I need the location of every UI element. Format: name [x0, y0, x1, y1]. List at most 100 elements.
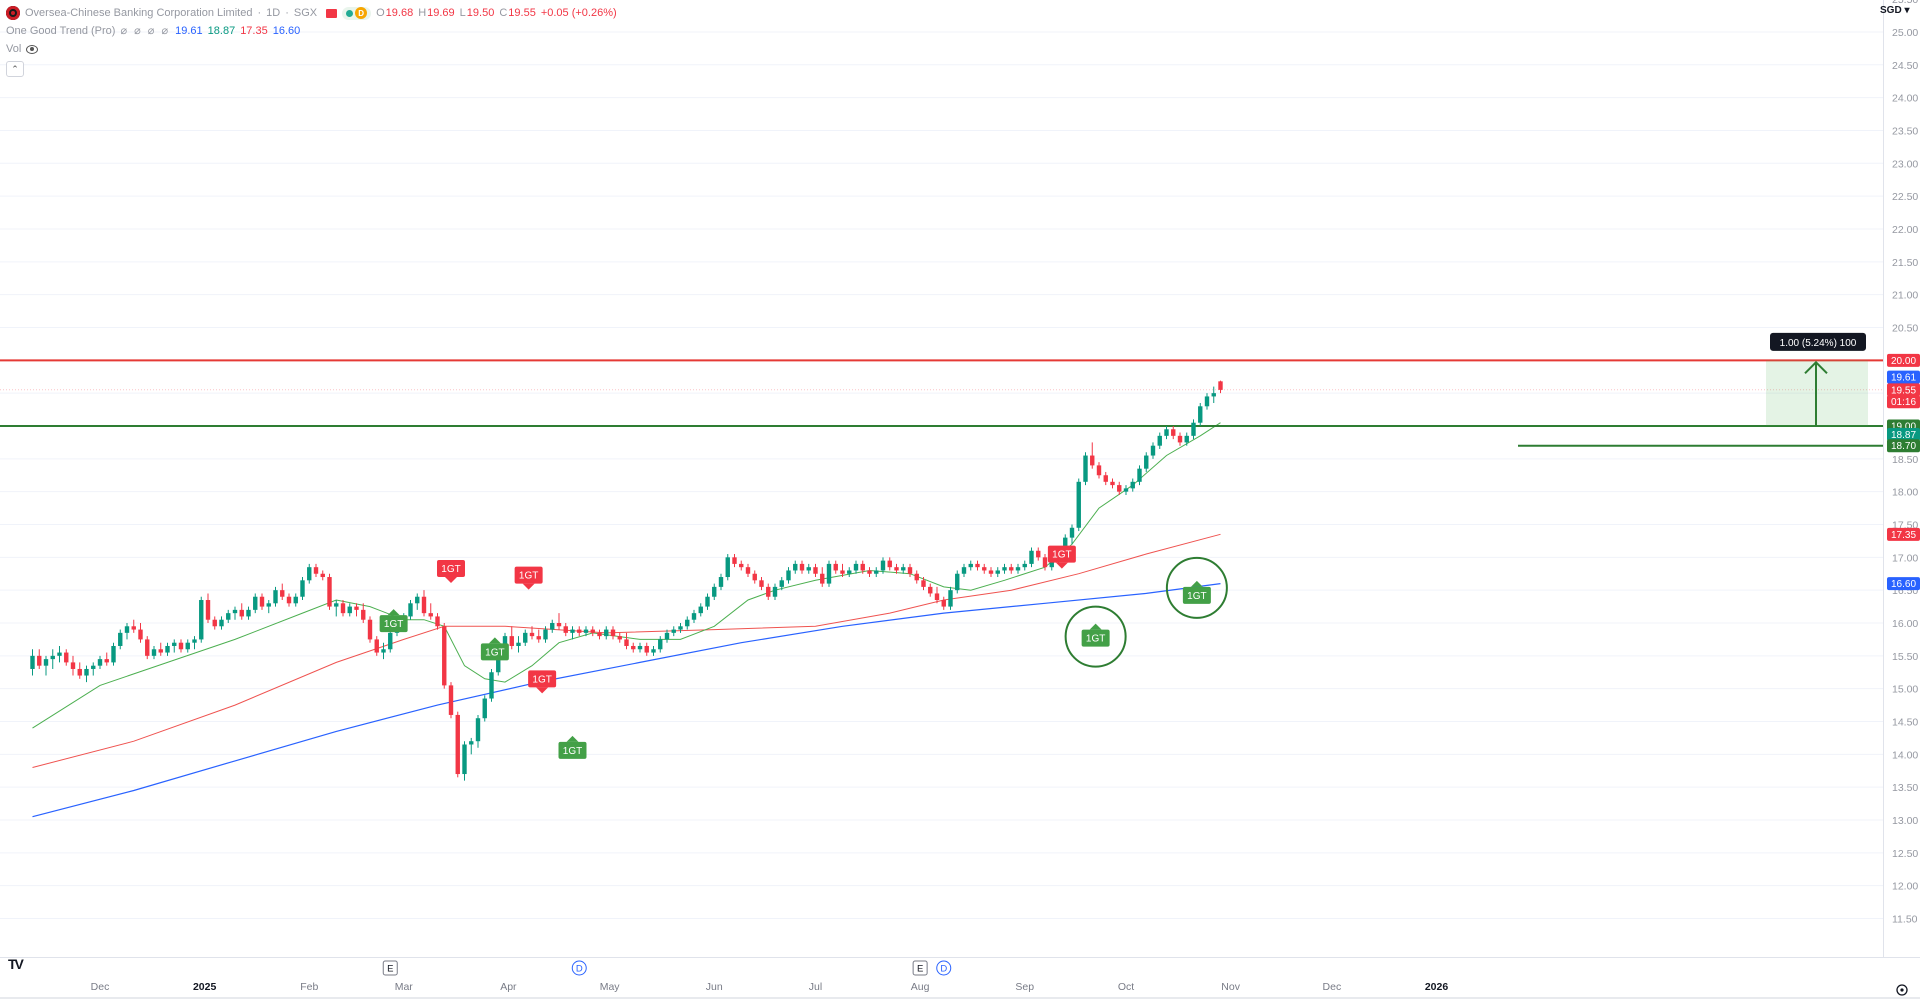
candle[interactable] — [1164, 425, 1169, 440]
candle[interactable] — [77, 662, 82, 679]
candle[interactable] — [786, 567, 791, 584]
candle[interactable] — [374, 636, 379, 656]
buy-signal[interactable]: 1GT — [480, 637, 509, 661]
candle[interactable] — [894, 563, 899, 574]
candle[interactable] — [37, 649, 42, 669]
candle[interactable] — [955, 570, 960, 594]
candle[interactable] — [219, 616, 224, 630]
candle[interactable] — [50, 649, 55, 669]
candle[interactable] — [1015, 563, 1021, 574]
candle[interactable] — [840, 563, 845, 578]
candle[interactable] — [1150, 442, 1156, 459]
candle[interactable] — [860, 560, 865, 574]
candle[interactable] — [934, 586, 940, 604]
candle[interactable] — [1157, 432, 1162, 449]
candle[interactable] — [462, 741, 467, 781]
candle[interactable] — [131, 619, 136, 633]
candle[interactable] — [658, 636, 663, 653]
candle[interactable] — [1002, 563, 1007, 574]
candle[interactable] — [590, 626, 595, 637]
candle[interactable] — [988, 567, 994, 578]
candle[interactable] — [253, 593, 258, 614]
candle[interactable] — [664, 629, 670, 643]
candle[interactable] — [1123, 485, 1129, 495]
candle[interactable] — [631, 642, 636, 653]
candle[interactable] — [84, 665, 89, 683]
candle[interactable] — [482, 695, 487, 722]
candle[interactable] — [1184, 432, 1189, 446]
candle[interactable] — [104, 652, 109, 666]
candle[interactable] — [941, 596, 946, 610]
candle[interactable] — [1110, 478, 1115, 489]
candle[interactable] — [806, 563, 811, 574]
candle[interactable] — [826, 560, 832, 587]
candle[interactable] — [712, 583, 717, 601]
candle[interactable] — [320, 570, 325, 581]
candle[interactable] — [759, 577, 764, 591]
candle[interactable] — [678, 623, 683, 633]
candle[interactable] — [259, 593, 265, 610]
candle[interactable] — [1022, 560, 1027, 571]
candle[interactable] — [1103, 471, 1108, 486]
earnings-event-icon[interactable]: E — [912, 960, 928, 976]
candle[interactable] — [752, 570, 757, 584]
candle[interactable] — [361, 603, 366, 623]
candle[interactable] — [1096, 462, 1102, 479]
volume-legend-row[interactable]: Vol — [6, 40, 617, 58]
candle[interactable] — [286, 593, 292, 607]
candle[interactable] — [691, 609, 697, 623]
sell-signal[interactable]: 1GT — [528, 670, 557, 694]
symbol-name[interactable]: Oversea-Chinese Banking Corporation Limi… — [25, 6, 253, 19]
candle[interactable] — [192, 636, 197, 650]
candle[interactable] — [239, 603, 244, 620]
candle[interactable] — [354, 603, 359, 617]
candle[interactable] — [597, 629, 602, 640]
candle[interactable] — [617, 632, 622, 643]
candle[interactable] — [995, 567, 1000, 578]
time-axis[interactable]: Dec 2025 Feb Mar Apr May Jun Jul Aug Sep Oct Nov Dec… — [91, 981, 1449, 993]
candle[interactable] — [644, 642, 649, 656]
candle[interactable] — [961, 563, 967, 578]
candle[interactable] — [273, 586, 278, 607]
sell-signal[interactable]: 1GT — [1047, 545, 1076, 569]
candle[interactable] — [745, 563, 751, 578]
candle[interactable] — [1042, 554, 1048, 571]
candle[interactable] — [928, 583, 933, 597]
sell-signal[interactable]: 1GT — [514, 566, 543, 590]
candle[interactable] — [550, 619, 555, 633]
candle[interactable] — [779, 577, 784, 591]
candle[interactable] — [887, 557, 892, 571]
candle[interactable] — [489, 668, 494, 702]
candle[interactable] — [982, 563, 987, 574]
candle[interactable] — [178, 639, 184, 653]
candle[interactable] — [563, 623, 568, 637]
candle[interactable] — [914, 570, 919, 584]
candle[interactable] — [772, 583, 778, 601]
candle[interactable] — [921, 577, 926, 591]
candle[interactable] — [610, 626, 616, 640]
candle[interactable] — [867, 567, 872, 578]
candle[interactable] — [529, 626, 535, 640]
candle[interactable] — [907, 563, 913, 578]
candle[interactable] — [813, 563, 818, 578]
candle[interactable] — [1137, 465, 1142, 486]
candle[interactable] — [718, 573, 724, 591]
tradingview-logo-icon[interactable]: TV — [8, 956, 24, 972]
dividend-event-icon[interactable]: D — [936, 960, 952, 976]
candle[interactable] — [948, 586, 953, 610]
candle[interactable] — [1144, 452, 1149, 472]
candle[interactable] — [1198, 403, 1203, 426]
highlight-circle[interactable] — [1064, 605, 1127, 668]
candle[interactable] — [739, 560, 744, 571]
candle[interactable] — [975, 560, 980, 571]
candle[interactable] — [367, 616, 373, 643]
candle[interactable] — [853, 560, 859, 574]
candle[interactable] — [428, 603, 433, 620]
buy-signal[interactable]: 1GT — [379, 609, 408, 633]
candle[interactable] — [799, 560, 805, 574]
candle[interactable] — [475, 714, 481, 748]
candle[interactable] — [516, 636, 521, 653]
candle[interactable] — [732, 554, 737, 568]
candle[interactable] — [968, 560, 973, 571]
candle[interactable] — [30, 649, 35, 676]
